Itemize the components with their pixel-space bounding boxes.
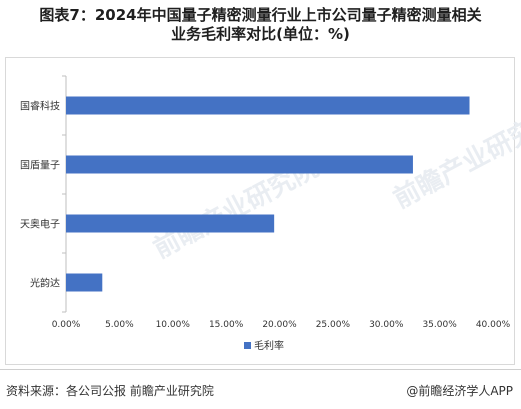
x-tick-label: 10.00% [156,320,191,330]
legend-label: 毛利率 [254,339,284,352]
bar [66,273,103,292]
x-tick-label: 20.00% [262,320,297,330]
x-tick-label: 30.00% [369,320,404,330]
legend-swatch [244,342,251,349]
footer: 资料来源：各公司公报 前瞻产业研究院 @前瞻经济学人APP [0,369,521,409]
x-tick-label: 40.00% [476,320,511,330]
category-label: 国盾量子 [20,160,60,172]
bar [66,155,413,174]
bar [66,214,275,233]
x-tick-label: 35.00% [422,320,457,330]
bar [66,96,470,115]
chart-title-line1: 图表7：2024年中国量子精密测量行业上市公司量子精密测量相关 [39,6,482,24]
brand-credit: @前瞻经济学人APP [406,384,513,398]
chart-title-line2: 业务毛利率对比(单位：%) [171,25,350,43]
category-label: 国睿科技 [20,100,60,113]
category-label: 光韵达 [30,277,60,290]
chart-title: 图表7：2024年中国量子精密测量行业上市公司量子精密测量相关 业务毛利率对比(… [0,6,521,44]
category-label: 天奥电子 [20,218,60,231]
x-tick-label: 0.00% [52,320,81,330]
chart-panel: 前瞻产业研究院 前瞻产业研究院 国睿科技 国盾量子 天奥电子 光韵达 0.00% 5.00… [5,57,521,365]
source-note: 资料来源：各公司公报 前瞻产业研究院 [6,384,214,398]
x-tick-label: 5.00% [105,320,134,330]
x-tick-label: 15.00% [209,320,244,330]
x-tick-label: 25.00% [316,320,351,330]
